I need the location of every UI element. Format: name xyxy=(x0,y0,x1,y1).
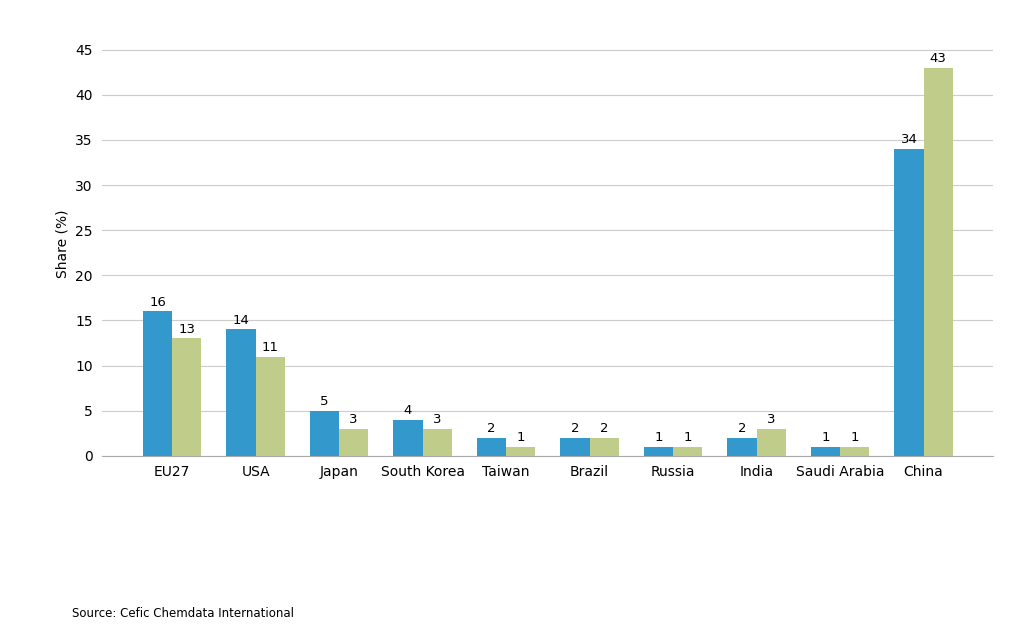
Text: 3: 3 xyxy=(433,413,441,426)
Bar xyxy=(339,429,369,456)
Bar xyxy=(673,447,702,456)
Text: 43: 43 xyxy=(930,52,946,65)
Text: 1: 1 xyxy=(654,431,663,444)
Text: 1: 1 xyxy=(516,431,525,444)
Text: 1: 1 xyxy=(683,431,692,444)
Bar xyxy=(590,437,618,456)
Text: 2: 2 xyxy=(487,422,496,435)
Text: 2: 2 xyxy=(737,422,746,435)
Text: Source: Cefic Chemdata International: Source: Cefic Chemdata International xyxy=(72,607,294,620)
Bar xyxy=(644,447,673,456)
Y-axis label: Share (%): Share (%) xyxy=(55,210,70,278)
Bar xyxy=(757,429,785,456)
Bar xyxy=(143,311,172,456)
Bar xyxy=(423,429,452,456)
Bar xyxy=(226,329,256,456)
Text: 16: 16 xyxy=(150,296,166,309)
Text: 14: 14 xyxy=(232,314,250,327)
Bar xyxy=(256,356,285,456)
Text: 2: 2 xyxy=(600,422,608,435)
Text: 2: 2 xyxy=(570,422,580,435)
Bar xyxy=(310,411,339,456)
Bar xyxy=(924,68,952,456)
Bar xyxy=(727,437,757,456)
Text: 1: 1 xyxy=(821,431,829,444)
Text: 11: 11 xyxy=(262,341,279,354)
Bar xyxy=(172,339,202,456)
Text: 5: 5 xyxy=(321,395,329,408)
Text: 13: 13 xyxy=(178,323,196,335)
Text: 3: 3 xyxy=(349,413,358,426)
Text: 34: 34 xyxy=(900,134,918,146)
Bar xyxy=(840,447,869,456)
Text: 3: 3 xyxy=(767,413,775,426)
Bar xyxy=(506,447,536,456)
Bar xyxy=(811,447,840,456)
Text: 1: 1 xyxy=(850,431,859,444)
Bar xyxy=(393,420,423,456)
Text: 4: 4 xyxy=(403,404,413,417)
Bar xyxy=(560,437,590,456)
Bar xyxy=(477,437,506,456)
Bar xyxy=(894,149,924,456)
